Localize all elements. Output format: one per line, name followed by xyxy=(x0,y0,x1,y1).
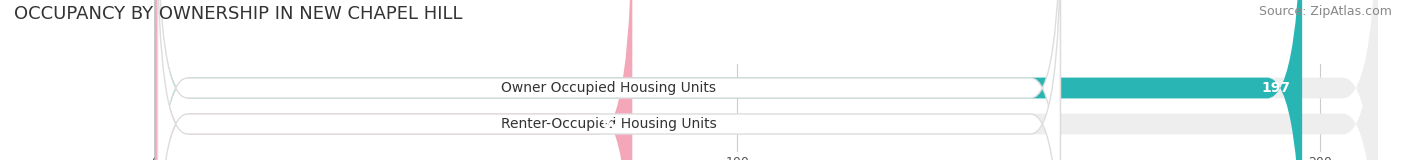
FancyBboxPatch shape xyxy=(157,0,1060,160)
FancyBboxPatch shape xyxy=(155,0,1378,160)
Text: Source: ZipAtlas.com: Source: ZipAtlas.com xyxy=(1258,5,1392,18)
Text: 197: 197 xyxy=(1261,81,1291,95)
Text: 82: 82 xyxy=(602,117,620,131)
Text: Renter-Occupied Housing Units: Renter-Occupied Housing Units xyxy=(501,117,717,131)
FancyBboxPatch shape xyxy=(155,0,1302,160)
Text: Owner Occupied Housing Units: Owner Occupied Housing Units xyxy=(502,81,717,95)
FancyBboxPatch shape xyxy=(155,0,1378,160)
FancyBboxPatch shape xyxy=(155,0,633,160)
Text: OCCUPANCY BY OWNERSHIP IN NEW CHAPEL HILL: OCCUPANCY BY OWNERSHIP IN NEW CHAPEL HIL… xyxy=(14,5,463,23)
FancyBboxPatch shape xyxy=(157,0,1060,160)
